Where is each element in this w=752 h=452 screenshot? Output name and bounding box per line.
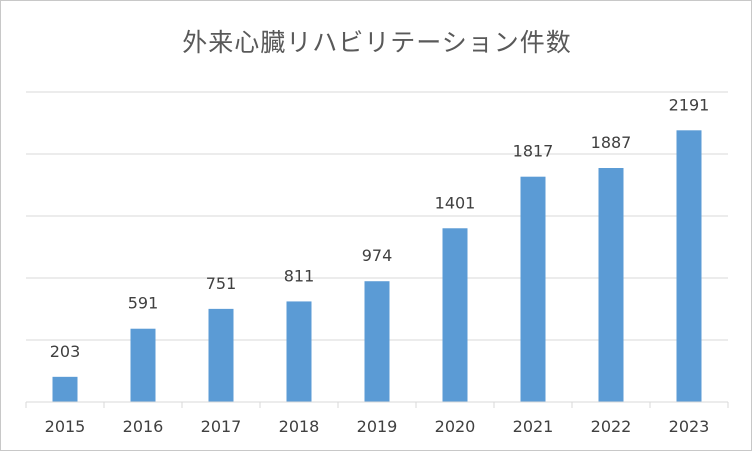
x-tick-label-2023: 2023 <box>669 417 710 436</box>
x-tick-label-2016: 2016 <box>123 417 164 436</box>
x-axis: 2015 2016 2017 2018 2019 2020 2021 2022 2023 <box>25 401 729 436</box>
bar-2022 <box>598 168 624 402</box>
x-tick-label-2021: 2021 <box>513 417 554 436</box>
bar-2017 <box>208 308 234 402</box>
data-label-2018: 811 <box>284 266 315 285</box>
data-labels: 203 591 751 811 974 1401 1817 1887 2191 <box>50 95 710 361</box>
x-tick-label-2020: 2020 <box>435 417 476 436</box>
x-tick-label-2018: 2018 <box>279 417 320 436</box>
data-label-2022: 1887 <box>591 133 632 152</box>
bar-2015 <box>52 376 78 402</box>
bar-2021 <box>520 176 546 402</box>
data-label-2021: 1817 <box>513 142 554 161</box>
x-tick-label-2015: 2015 <box>45 417 86 436</box>
data-label-2023: 2191 <box>669 95 710 114</box>
bar-2020 <box>442 228 468 402</box>
data-label-2017: 751 <box>206 274 237 293</box>
x-tick-label-2017: 2017 <box>201 417 242 436</box>
bars <box>52 130 702 403</box>
data-label-2015: 203 <box>50 342 81 361</box>
data-label-2020: 1401 <box>435 193 476 212</box>
bar-2016 <box>130 328 156 402</box>
bar-2019 <box>364 281 390 402</box>
x-tick-label-2022: 2022 <box>591 417 632 436</box>
data-label-2016: 591 <box>128 294 159 313</box>
x-tick-label-2019: 2019 <box>357 417 398 436</box>
data-label-2019: 974 <box>362 246 393 265</box>
chart-title: 外来心臓リハビリテーション件数 <box>182 28 572 57</box>
bar-2023 <box>676 130 702 403</box>
bar-2018 <box>286 301 312 402</box>
